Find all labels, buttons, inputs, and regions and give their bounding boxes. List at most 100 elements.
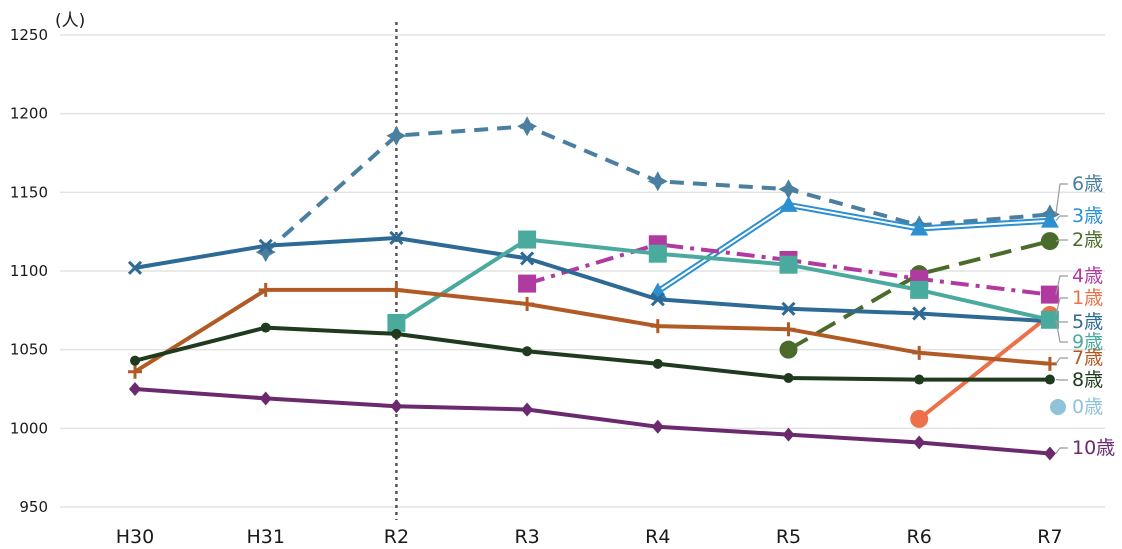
point-8sai-R7: [1044, 374, 1055, 385]
x-tick-label: R7: [1037, 526, 1062, 548]
point-5sai-H30: [127, 260, 143, 275]
series-line-10sai: [134, 387, 1051, 456]
label-8sai: 8歳: [1055, 369, 1103, 391]
y-tick-label: 1100: [10, 262, 48, 280]
y-tick-label: 1200: [10, 105, 48, 123]
point-6sai-H31: [255, 242, 276, 263]
series-label-5sai: 5歳: [1072, 311, 1103, 333]
label-7sai: 7歳: [1055, 347, 1103, 369]
point-9sai-R6: [910, 280, 929, 299]
x-tick-label: R6: [907, 526, 932, 548]
label-6sai: 6歳: [1055, 173, 1103, 215]
series-line-8sai: [134, 325, 1050, 382]
series-label-0sai: 0歳: [1072, 396, 1103, 418]
point-10sai-R6: [913, 435, 926, 450]
series-label-8sai: 8歳: [1072, 369, 1103, 391]
point-5sai-R4: [650, 292, 665, 307]
point-5sai-H31: [258, 238, 273, 253]
series-3sai: [648, 195, 1059, 299]
point-2sai-R5: [779, 340, 798, 359]
point-7sai-R7: [1042, 356, 1057, 371]
y-tick-label: 1050: [10, 341, 48, 359]
point-5sai-R6: [912, 306, 927, 321]
leader-line-9sai: [1055, 319, 1068, 343]
series-line-7sai: [133, 287, 1051, 374]
point-7sai-R2: [389, 282, 404, 297]
series-lines: [127, 116, 1060, 461]
point-10sai-H30: [129, 382, 141, 396]
point-9sai-R7: [1040, 310, 1059, 329]
series-line-5sai: [134, 236, 1051, 324]
leader-line-1sai: [1055, 297, 1068, 316]
series-line-9sai: [395, 237, 1051, 325]
leader-line-4sai: [1055, 275, 1068, 295]
y-axis-unit-label: (人): [55, 11, 85, 31]
y-tick-label: 1250: [10, 26, 48, 44]
series-line-1sai: [917, 313, 1052, 421]
point-8sai-R2: [391, 328, 402, 339]
point-6sai-R5: [778, 179, 799, 200]
leader-line-6sai: [1055, 183, 1068, 215]
leader-line-3sai: [1055, 215, 1068, 222]
point-5sai-R3: [520, 251, 535, 266]
point-8sai-R5: [783, 372, 794, 383]
point-6sai-R3: [517, 116, 538, 137]
label-9sai: 9歳: [1055, 319, 1103, 353]
label-3sai: 3歳: [1055, 205, 1103, 227]
series-8sai: [130, 322, 1055, 385]
point-8sai-H30: [130, 355, 140, 366]
point-2sai-R7: [1040, 232, 1059, 251]
label-0sai: 0歳: [1050, 396, 1103, 418]
y-tick-label: 950: [19, 498, 48, 516]
point-7sai-R4: [650, 319, 665, 334]
series-line-inner-3sai: [657, 203, 1050, 293]
series-9sai: [387, 230, 1059, 332]
series-label-4sai: 4歳: [1072, 265, 1103, 287]
point-9sai-R3: [518, 230, 537, 249]
point-7sai-R5: [781, 322, 796, 337]
series-label-1sai: 1歳: [1072, 287, 1103, 309]
x-tick-label: R3: [514, 526, 539, 548]
label-2sai: 2歳: [1055, 229, 1103, 251]
series-label-9sai: 9歳: [1072, 331, 1103, 353]
point-7sai-H30: [128, 364, 142, 379]
point-8sai-H31: [260, 322, 271, 333]
point-10sai-R3: [521, 402, 534, 417]
series-label-2sai: 2歳: [1072, 229, 1103, 251]
x-tick-label: H31: [246, 526, 284, 548]
series-label-6sai: 6歳: [1072, 173, 1103, 195]
leader-line-5sai: [1055, 320, 1068, 323]
point-3sai-R7: [1040, 211, 1059, 228]
point-6sai-R2: [386, 125, 407, 146]
point-8sai-R3: [522, 346, 533, 357]
grid-lines: [60, 34, 1105, 508]
point-1sai-R6: [910, 409, 929, 428]
point-10sai-H31: [259, 391, 272, 406]
leader-line-10sai: [1055, 447, 1068, 454]
y-tick-label: 1000: [10, 419, 48, 437]
point-6sai-R4: [647, 171, 668, 192]
point-10sai-R5: [782, 427, 795, 442]
leader-line-2sai: [1055, 239, 1068, 242]
label-10sai: 10歳: [1055, 437, 1115, 459]
point-4sai-R7: [1040, 285, 1059, 304]
point-5sai-R2: [389, 230, 404, 246]
point-9sai-R2: [387, 313, 406, 332]
point-8sai-R4: [652, 358, 663, 369]
label-1sai: 1歳: [1055, 287, 1103, 316]
x-tick-label: R2: [384, 526, 409, 548]
series-label-3sai: 3歳: [1072, 205, 1103, 227]
x-tick-label: R5: [776, 526, 801, 548]
x-axis-ticks: H30 H31 R2 R3 R4 R5 R6 R7: [116, 526, 1063, 548]
point-8sai-R6: [914, 374, 925, 385]
leader-line-7sai: [1055, 357, 1068, 365]
series-label-7sai: 7歳: [1072, 347, 1103, 369]
y-axis-ticks: 950 1000 1050 1100 1150 1200 1250: [10, 26, 48, 516]
point-9sai-R5: [779, 255, 798, 274]
x-tick-label: H30: [116, 526, 154, 548]
point-7sai-R6: [912, 345, 927, 360]
label-5sai: 5歳: [1055, 311, 1103, 333]
series-line-2sai: [787, 239, 1051, 352]
